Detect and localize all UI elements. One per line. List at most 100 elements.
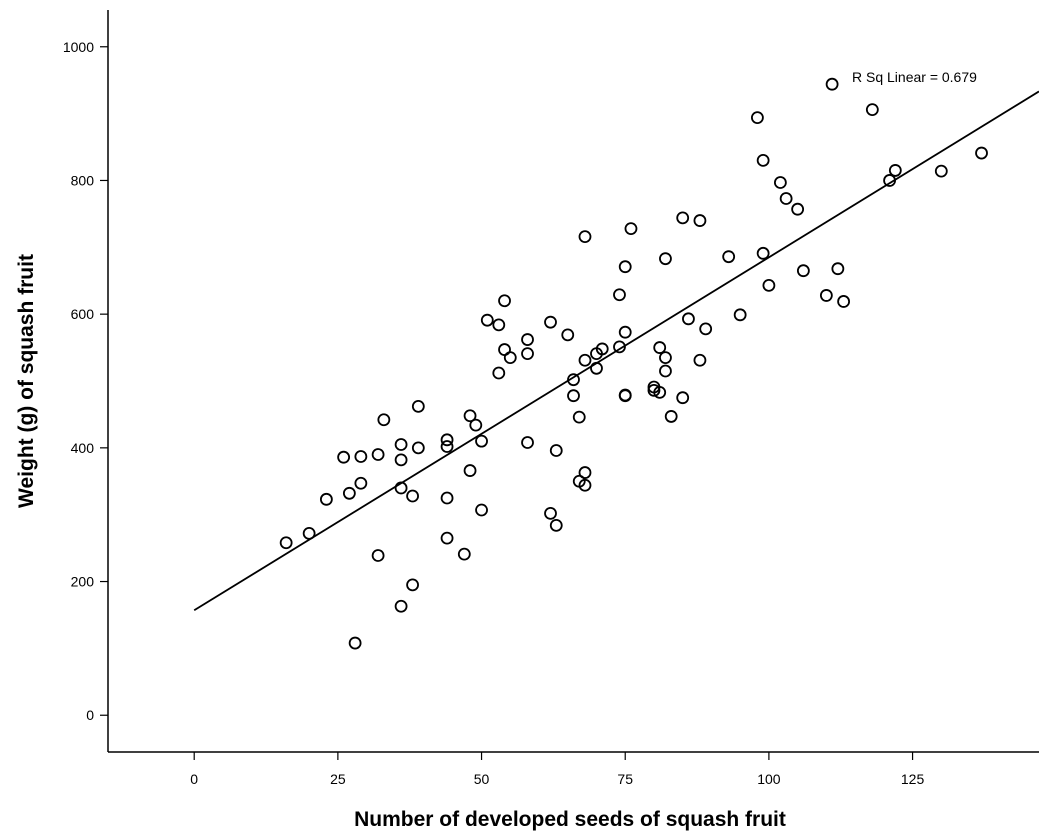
data-point [440,440,454,453]
data-point [676,211,690,225]
data-point [348,636,362,650]
data-point [544,506,557,520]
data-point [302,527,316,540]
x-tick-label: 25 [330,771,346,787]
data-point [934,164,948,178]
data-point [354,476,368,490]
data-point [440,531,454,545]
data-point [394,453,408,467]
data-point [837,295,851,308]
data-point [618,325,632,339]
data-point [618,260,632,274]
data-point [595,342,609,356]
x-tick-label: 75 [617,771,633,787]
data-point [699,322,713,336]
data-point [578,230,592,244]
y-tick-label: 1000 [63,39,94,55]
data-point [722,250,736,264]
x-tick-label: 100 [757,771,781,787]
data-point [693,214,707,227]
data-point [521,436,534,449]
data-point [406,578,419,592]
data-point [975,146,988,160]
data-point [498,294,511,308]
data-point [440,433,454,447]
data-point [664,410,678,423]
data-point [371,549,385,562]
data-point [791,202,805,216]
data-point [733,308,747,322]
data-point [659,252,672,266]
x-tick-label: 125 [901,771,925,787]
r-squared-annotation: R Sq Linear = 0.679 [852,69,977,85]
data-point [549,444,563,457]
data-point [463,409,477,423]
data-point [624,222,638,235]
data-point [521,333,534,346]
data-point [590,361,603,375]
data-point [371,448,385,461]
data-point [693,353,707,367]
data-point [475,434,488,448]
data-point [865,103,879,117]
data-point [411,400,425,413]
data-point [773,176,787,189]
data-point [578,353,592,367]
data-point [825,77,839,91]
data-point [440,491,454,505]
data-point [394,481,408,495]
data-point [354,450,368,463]
data-point [394,438,408,451]
data-point [779,192,793,205]
data-point [883,174,896,187]
data-point [676,391,690,405]
y-tick-label: 400 [71,440,95,456]
y-axis-title: Weight (g) of squash fruit [15,254,38,508]
data-point [457,547,471,561]
data-point [618,389,632,403]
data-point [613,288,626,302]
data-point [521,347,534,360]
data-point [819,289,833,302]
data-point [756,154,770,167]
data-point [578,478,592,492]
data-point [406,489,419,503]
data-point [653,341,667,354]
data-point [762,279,776,292]
data-point [831,262,845,276]
data-point [756,246,770,260]
ticks-group: 0 200 400 600 800 1000 0 25 50 75 100 125 [63,39,925,787]
data-point [567,389,580,403]
y-tick-label: 200 [71,574,95,590]
data-point [572,410,586,424]
y-tick-label: 600 [71,306,95,322]
data-point [337,450,351,464]
data-point [475,503,488,517]
data-point [394,599,408,613]
data-point [567,373,580,387]
y-tick-label: 0 [86,707,94,723]
data-point [469,418,483,432]
data-point [492,318,506,332]
data-point [498,343,511,356]
data-point [549,518,563,532]
data-point [682,312,695,326]
data-point [647,383,661,397]
data-point [544,315,557,329]
axes-group [107,10,1039,753]
y-tick-label: 800 [71,172,95,188]
data-point [279,536,293,550]
data-point [492,366,506,380]
x-axis-title: Number of developed seeds of squash frui… [354,808,786,831]
data-point [613,340,626,354]
data-point [503,351,517,365]
data-point [888,164,902,177]
data-point [659,364,672,378]
x-tick-label: 50 [474,771,490,787]
x-tick-label: 0 [190,771,198,787]
data-point [319,492,333,506]
data-point [796,264,810,278]
data-point [751,111,764,125]
data-point [463,464,477,477]
